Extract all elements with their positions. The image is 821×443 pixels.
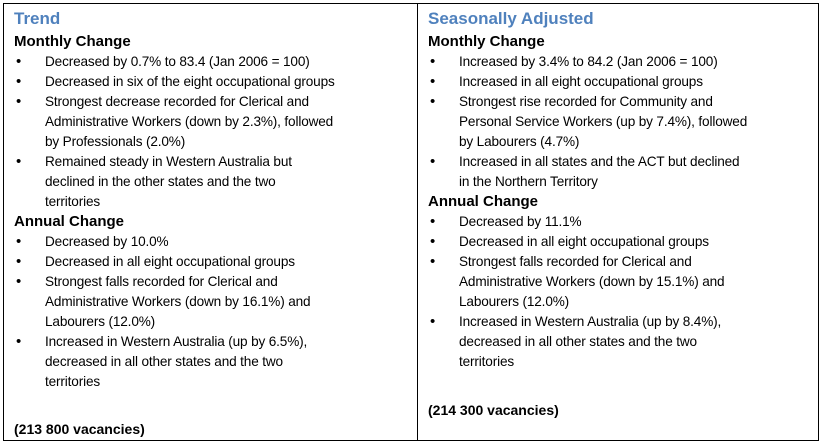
monthly-list: Decreased by 0.7% to 83.4 (Jan 2006 = 10…	[14, 52, 417, 212]
bullet-text-line: Decreased by 0.7% to 83.4 (Jan 2006 = 10…	[45, 54, 310, 69]
bullet-item: Decreased in all eight occupational grou…	[428, 232, 818, 252]
bullet-text-line: decreased in all other states and the tw…	[45, 354, 283, 369]
bullet-item: Decreased in all eight occupational grou…	[14, 252, 417, 272]
bullet-item: Remained steady in Western Australia but…	[14, 152, 417, 212]
seasonally-adjusted-column: Seasonally Adjusted Monthly Change Incre…	[417, 4, 818, 440]
bullet-text-line: Decreased by 10.0%	[45, 234, 169, 249]
bullet-item: Decreased by 0.7% to 83.4 (Jan 2006 = 10…	[14, 52, 417, 72]
annual-list: Decreased by 10.0% Decreased in all eight…	[14, 232, 417, 392]
bullet-text-line: Strongest falls recorded for Clerical an…	[45, 274, 278, 289]
bullet-text-line: by Labourers (4.7%)	[459, 134, 580, 149]
bullet-item: Increased by 3.4% to 84.2 (Jan 2006 = 10…	[428, 52, 818, 72]
bullet-text-line: Increased in all states and the ACT but …	[459, 154, 740, 169]
annual-list: Decreased by 11.1% Decreased in all eight…	[428, 212, 818, 372]
bullet-item: Decreased by 11.1%	[428, 212, 818, 232]
monthly-list: Increased by 3.4% to 84.2 (Jan 2006 = 10…	[428, 52, 818, 192]
bullet-text-line: territories	[459, 354, 515, 369]
bullet-text-line: Decreased by 11.1%	[459, 214, 582, 229]
bullet-item: Strongest rise recorded for Community an…	[428, 92, 818, 152]
bullet-text-line: Increased by 3.4% to 84.2 (Jan 2006 = 10…	[459, 54, 718, 69]
bullet-text-line: declined in the other states and the two	[45, 174, 276, 189]
bullet-text-line: Strongest decrease recorded for Clerical…	[45, 94, 309, 109]
bullet-text-line: Strongest rise recorded for Community an…	[459, 94, 713, 109]
bullet-text-line: Increased in Western Australia (up by 6.…	[45, 334, 308, 349]
bullet-text-line: decreased in all other states and the tw…	[459, 334, 697, 349]
bullet-item: Increased in all states and the ACT but …	[428, 152, 818, 192]
bullet-text-line: Administrative Workers (down by 2.3%), f…	[45, 114, 334, 129]
bullet-text-line: Decreased in six of the eight occupation…	[45, 74, 335, 89]
bullet-item: Strongest falls recorded for Clerical an…	[14, 272, 417, 332]
column-title: Seasonally Adjusted	[428, 9, 594, 28]
vacancies-total: (214 300 vacancies)	[428, 402, 559, 418]
column-title: Trend	[14, 9, 61, 28]
trend-column: Trend Monthly Change Decreased by 0.7% t…	[4, 4, 417, 440]
bullet-text-line: by Professionals (2.0%)	[45, 134, 186, 149]
summary-table: Trend Monthly Change Decreased by 0.7% t…	[3, 3, 819, 441]
vacancies-total: (213 800 vacancies)	[14, 421, 145, 437]
annual-heading: Annual Change	[14, 213, 125, 230]
bullet-text-line: Increased in Western Australia (up by 8.…	[459, 314, 722, 329]
bullet-text-line: Labourers (12.0%)	[459, 294, 570, 309]
bullet-text-line: in the Northern Territory	[459, 174, 598, 189]
bullet-text-line: Decreased in all eight occupational grou…	[45, 254, 295, 269]
bullet-item: Decreased in six of the eight occupation…	[14, 72, 417, 92]
bullet-text-line: Personal Service Workers (up by 7.4%), f…	[459, 114, 748, 129]
bullet-text-line: territories	[45, 194, 101, 209]
bullet-text-line: Decreased in all eight occupational grou…	[459, 234, 709, 249]
monthly-heading: Monthly Change	[14, 33, 131, 50]
annual-heading: Annual Change	[428, 193, 539, 210]
bullet-item: Increased in Western Australia (up by 8.…	[428, 312, 818, 372]
bullet-text-line: Increased in all eight occupational grou…	[459, 74, 703, 89]
bullet-text-line: Administrative Workers (down by 16.1%) a…	[45, 294, 311, 309]
bullet-text-line: Labourers (12.0%)	[45, 314, 156, 329]
bullet-item: Increased in all eight occupational grou…	[428, 72, 818, 92]
bullet-item: Strongest falls recorded for Clerical an…	[428, 252, 818, 312]
bullet-text-line: Remained steady in Western Australia but	[45, 154, 292, 169]
bullet-text-line: territories	[45, 374, 101, 389]
bullet-item: Strongest decrease recorded for Clerical…	[14, 92, 417, 152]
bullet-item: Increased in Western Australia (up by 6.…	[14, 332, 417, 392]
bullet-item: Decreased by 10.0%	[14, 232, 417, 252]
bullet-text-line: Administrative Workers (down by 15.1%) a…	[459, 274, 725, 289]
monthly-heading: Monthly Change	[428, 33, 545, 50]
bullet-text-line: Strongest falls recorded for Clerical an…	[459, 254, 692, 269]
